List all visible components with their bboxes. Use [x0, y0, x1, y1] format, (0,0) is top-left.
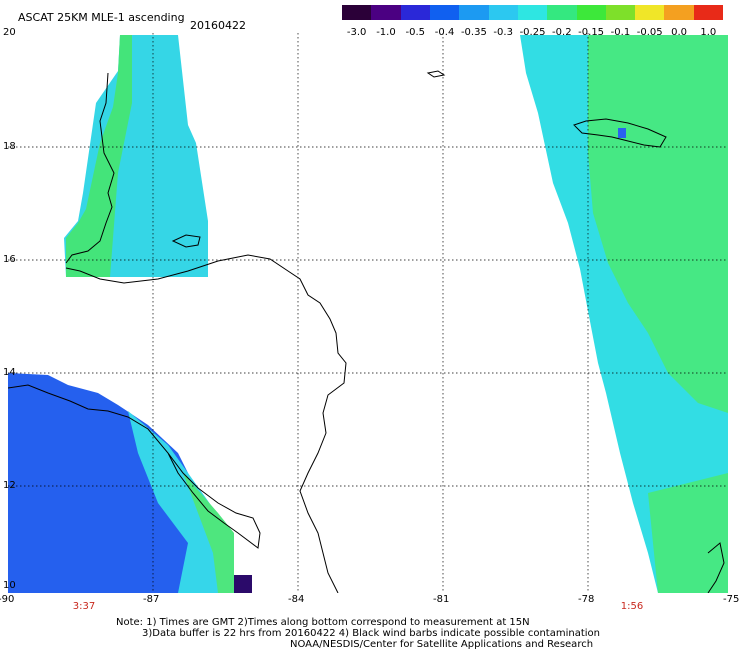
- x-axis-tick-label: -75: [723, 594, 740, 605]
- colorbar-tick-label: -0.1: [610, 27, 631, 38]
- colorbar-swatch: [635, 5, 665, 20]
- swath-southwest: [8, 373, 234, 593]
- swath-southwest-green: [183, 473, 234, 593]
- colorbar-swatch: [400, 5, 430, 20]
- x-axis-tick-label: -90: [0, 594, 15, 605]
- colorbar-swatch: [371, 5, 401, 20]
- colorbar-swatch: [576, 5, 606, 20]
- colorbar-tick-label: -1.0: [376, 27, 396, 38]
- note-line-2: 3)Data buffer is 22 hrs from 20160422 4)…: [142, 628, 600, 639]
- colorbar-swatch: [459, 5, 489, 20]
- colorbar-tick-label: -0.35: [460, 27, 487, 38]
- colorbar-swatch: [547, 5, 577, 20]
- swath-southwest-dark: [234, 575, 252, 593]
- colorbar-swatch: [342, 5, 372, 20]
- colorbar-tick-label: -0.15: [578, 27, 605, 38]
- colorbar-tick-label: -0.5: [405, 27, 426, 38]
- x-axis-tick-label: -87: [143, 594, 160, 605]
- colorbar-swatch: [429, 5, 460, 20]
- colorbar-tick-label: -3.0: [346, 27, 367, 38]
- chart-date: 20160422: [190, 19, 246, 32]
- swath-east-green-2: [648, 473, 728, 593]
- colorbar-tick-label: -0.05: [636, 27, 663, 38]
- lat-lon-grid: [8, 33, 728, 593]
- colorbar-tick-label: 0.0: [671, 27, 687, 38]
- colorbar-tick-label: -0.3: [493, 27, 513, 38]
- note-line-3: NOAA/NESDIS/Center for Satellite Applica…: [290, 639, 594, 650]
- pass-time-west: 3:37: [72, 601, 96, 612]
- swath-northwest-green: [66, 35, 132, 277]
- pass-time-east: 1:56: [620, 601, 644, 612]
- colorbar-tick-label: -0.25: [519, 27, 546, 38]
- colorbar-swatch: [693, 5, 724, 20]
- colorbar-swatch: [664, 5, 694, 20]
- note-line-1: Note: 1) Times are GMT 2)Times along bot…: [116, 617, 530, 628]
- x-axis-tick-label: -84: [288, 594, 305, 605]
- map-plot: [8, 33, 728, 593]
- swath-east-blue-spot: [618, 128, 626, 138]
- chart-title: ASCAT 25KM MLE-1 ascending: [18, 11, 185, 24]
- y-axis-tick-label: 14: [3, 367, 16, 378]
- colorbar-swatch: [605, 5, 636, 20]
- coastlines: [8, 70, 725, 593]
- colorbar-tick-label: -0.4: [434, 27, 455, 38]
- colorbar-tick-label: -0.2: [552, 27, 572, 38]
- y-axis-tick-label: 12: [3, 480, 16, 491]
- colorbar-swatch: [517, 5, 548, 20]
- colorbar-tick-label: 1.0: [700, 27, 717, 38]
- x-axis-tick-label: -81: [433, 594, 450, 605]
- y-axis-tick-label: 16: [3, 254, 16, 265]
- x-axis-tick-label: -78: [578, 594, 595, 605]
- y-axis-tick-label: 20: [3, 27, 16, 38]
- y-axis-tick-label: 10: [3, 580, 16, 591]
- y-axis-tick-label: 18: [3, 141, 16, 152]
- colorbar-swatch: [488, 5, 518, 20]
- colorbar: [342, 5, 724, 20]
- swath-southwest-cyan: [128, 411, 234, 593]
